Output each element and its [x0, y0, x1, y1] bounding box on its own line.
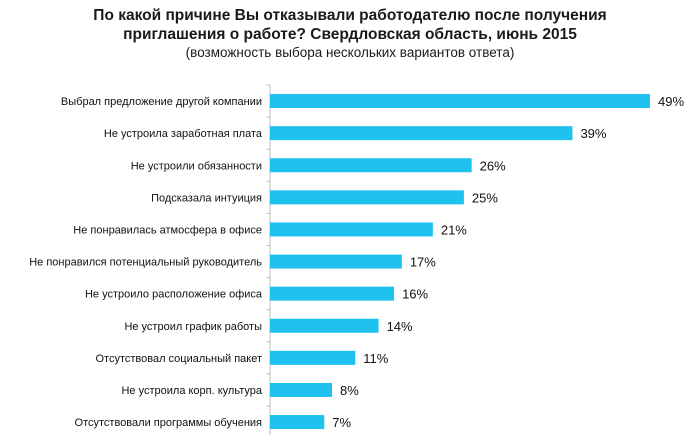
- bar: [270, 158, 472, 173]
- bar: [270, 382, 333, 397]
- category-label: Не устроила заработная плата: [104, 128, 263, 140]
- category-label: Подсказала интуиция: [151, 192, 262, 204]
- bar-value-label: 11%: [363, 351, 388, 366]
- bar-value-label: 16%: [402, 287, 428, 302]
- bar: [270, 254, 402, 269]
- bar-value-label: 17%: [410, 255, 436, 270]
- bar-value-label: 25%: [472, 190, 498, 205]
- bar: [270, 94, 650, 109]
- bar: [270, 222, 433, 237]
- category-label: Не понравилась атмосфера в офисе: [73, 224, 262, 236]
- bar-value-label: 49%: [658, 94, 684, 109]
- chart-title-line-1: По какой причине Вы отказывали работодат…: [93, 7, 607, 24]
- bar: [270, 415, 325, 430]
- category-label: Отсутствовал социальный пакет: [95, 353, 262, 365]
- category-label: Отсутствовали программы обучения: [75, 417, 262, 429]
- bar-value-label: 8%: [340, 383, 359, 398]
- bar-value-label: 14%: [387, 319, 413, 334]
- category-label: Не устроило расположение офиса: [85, 289, 263, 301]
- category-label: Выбрал предложение другой компании: [61, 96, 262, 108]
- bar: [270, 126, 573, 141]
- category-label: Не устроила корп. культура: [121, 385, 262, 397]
- bar-value-label: 26%: [480, 158, 506, 173]
- bar-value-label: 7%: [332, 415, 351, 430]
- bar-value-label: 21%: [441, 222, 467, 237]
- bar: [270, 190, 464, 205]
- chart-title-line-2: приглашения о работе? Свердловская облас…: [123, 26, 577, 43]
- bar: [270, 286, 395, 301]
- bar: [270, 318, 379, 333]
- chart-title-block: По какой причине Вы отказывали работодат…: [0, 6, 700, 62]
- chart-subtitle: (возможность выбора нескольких вариантов…: [185, 45, 515, 60]
- category-label: Не понравился потенциальный руководитель: [29, 257, 262, 269]
- category-label: Не устроили обязанности: [131, 160, 262, 172]
- bar: [270, 350, 356, 365]
- category-label: Не устроил график работы: [124, 321, 262, 333]
- bar-value-label: 39%: [580, 126, 606, 141]
